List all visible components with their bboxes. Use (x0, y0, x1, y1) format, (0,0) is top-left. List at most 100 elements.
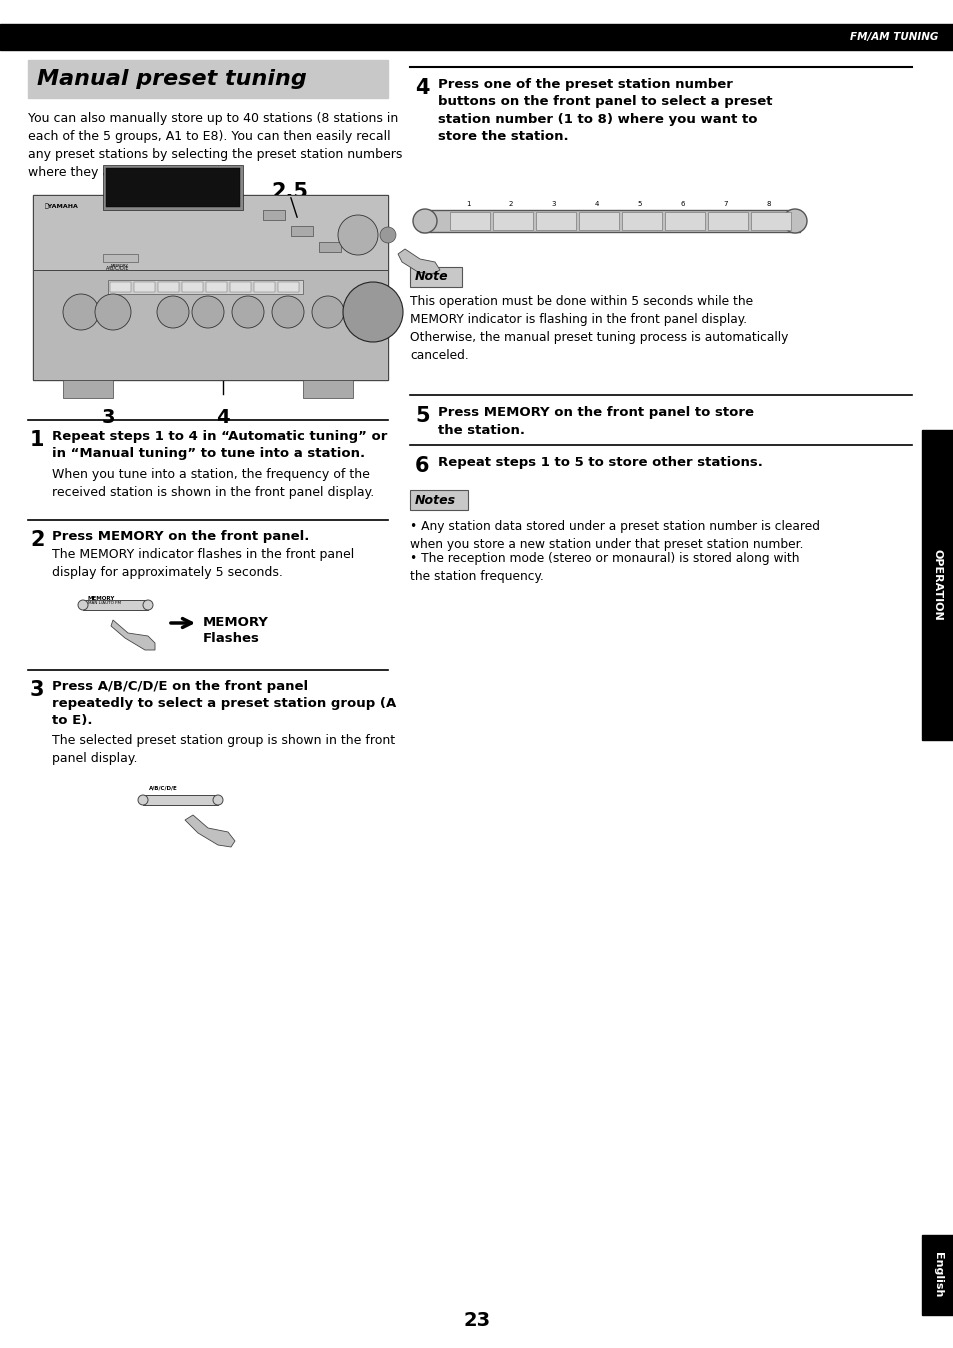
Bar (493, 212, 533, 231)
Bar (133, 282, 154, 293)
Text: 6: 6 (415, 456, 429, 476)
Text: When you tune into a station, the frequency of the
received station is shown in : When you tune into a station, the freque… (52, 468, 374, 499)
Bar (578, 212, 618, 231)
Bar (750, 212, 790, 231)
Text: The MEMORY indicator flashes in the front panel
display for approximately 5 seco: The MEMORY indicator flashes in the fron… (52, 549, 354, 580)
Text: 3: 3 (30, 679, 45, 700)
Text: English: English (932, 1252, 942, 1298)
Text: 6: 6 (680, 201, 684, 208)
Text: You can also manually store up to 40 stations (8 stations in
each of the 5 group: You can also manually store up to 40 sta… (28, 112, 402, 179)
Text: 4: 4 (216, 408, 230, 427)
Circle shape (782, 209, 806, 233)
Bar (664, 212, 704, 231)
Text: ⓄYAMAHA: ⓄYAMAHA (45, 204, 79, 209)
Bar (921, 430, 953, 740)
Bar (318, 243, 340, 252)
Text: FM/AM TUNING: FM/AM TUNING (849, 32, 937, 42)
Text: 2,5: 2,5 (272, 182, 308, 202)
Bar (108, 280, 303, 294)
Text: OPERATION: OPERATION (932, 549, 942, 621)
Bar (253, 282, 274, 293)
Text: 23: 23 (463, 1310, 490, 1329)
Text: MAN L/AUTO FM: MAN L/AUTO FM (88, 601, 121, 605)
Text: 1: 1 (465, 201, 470, 208)
Text: 4: 4 (415, 78, 429, 98)
Bar (707, 212, 747, 231)
Bar (410, 491, 468, 510)
Text: Repeat steps 1 to 4 in “Automatic tuning” or
in “Manual tuning” to tune into a s: Repeat steps 1 to 4 in “Automatic tuning… (52, 430, 387, 460)
Text: 3: 3 (551, 201, 556, 208)
Text: 7: 7 (723, 201, 727, 208)
Bar (103, 253, 138, 262)
Bar (291, 226, 313, 236)
Bar (450, 212, 490, 231)
Text: 5: 5 (415, 406, 429, 426)
Circle shape (95, 294, 131, 330)
Bar (33, 270, 388, 380)
Bar (143, 795, 218, 805)
Polygon shape (397, 249, 439, 274)
Circle shape (232, 297, 264, 328)
Polygon shape (111, 620, 154, 650)
Bar (83, 600, 148, 611)
Text: 3: 3 (101, 408, 114, 427)
Text: • The reception mode (stereo or monaural) is stored along with
the station frequ: • The reception mode (stereo or monaural… (410, 551, 799, 582)
Text: Press MEMORY on the front panel to store
the station.: Press MEMORY on the front panel to store… (437, 406, 753, 437)
Text: • Any station data stored under a preset station number is cleared
when you stor: • Any station data stored under a preset… (410, 520, 820, 551)
Circle shape (78, 600, 88, 611)
Text: Notes: Notes (415, 493, 456, 507)
Bar (206, 282, 227, 293)
Circle shape (312, 297, 344, 328)
Bar (33, 195, 388, 380)
Bar (158, 282, 179, 293)
Text: Press MEMORY on the front panel.: Press MEMORY on the front panel. (52, 530, 309, 543)
Bar (921, 1235, 953, 1316)
Circle shape (337, 214, 377, 255)
Circle shape (192, 297, 224, 328)
Text: MEMORY: MEMORY (111, 264, 129, 268)
Text: 5: 5 (638, 201, 641, 208)
Bar (182, 282, 203, 293)
Bar (63, 380, 112, 398)
Bar (33, 195, 388, 270)
Text: A/B/C/D/E: A/B/C/D/E (106, 266, 130, 270)
Text: Note: Note (415, 271, 448, 283)
Text: 4: 4 (594, 201, 598, 208)
Circle shape (213, 795, 223, 805)
Bar (103, 164, 243, 210)
Text: 2: 2 (508, 201, 513, 208)
Text: Manual preset tuning: Manual preset tuning (37, 69, 307, 89)
Bar (303, 380, 353, 398)
Circle shape (138, 795, 148, 805)
Circle shape (272, 297, 304, 328)
Text: 2: 2 (30, 530, 45, 550)
Text: Repeat steps 1 to 5 to store other stations.: Repeat steps 1 to 5 to store other stati… (437, 456, 762, 469)
Circle shape (143, 600, 152, 611)
Bar (263, 210, 285, 220)
Circle shape (63, 294, 99, 330)
Bar (621, 212, 661, 231)
Bar (536, 212, 576, 231)
Bar (277, 282, 298, 293)
Text: MEMORY
Flashes: MEMORY Flashes (203, 616, 269, 644)
Bar (419, 210, 800, 232)
Text: 1: 1 (30, 430, 45, 450)
Bar (410, 267, 461, 287)
Circle shape (379, 226, 395, 243)
Text: The selected preset station group is shown in the front
panel display.: The selected preset station group is sho… (52, 735, 395, 766)
Text: Press one of the preset station number
buttons on the front panel to select a pr: Press one of the preset station number b… (437, 78, 772, 143)
Text: Press A/B/C/D/E on the front panel
repeatedly to select a preset station group (: Press A/B/C/D/E on the front panel repea… (52, 679, 395, 727)
Circle shape (343, 282, 402, 342)
Text: This operation must be done within 5 seconds while the
MEMORY indicator is flash: This operation must be done within 5 sec… (410, 295, 787, 363)
Bar (106, 168, 240, 208)
Text: A/B/C/D/E: A/B/C/D/E (149, 785, 177, 790)
Polygon shape (185, 816, 234, 847)
Bar (110, 282, 131, 293)
Bar (230, 282, 251, 293)
Circle shape (413, 209, 436, 233)
Text: 8: 8 (766, 201, 770, 208)
Bar (28, 61, 388, 98)
Bar (0, 24, 953, 50)
Circle shape (157, 297, 189, 328)
Text: MEMORY: MEMORY (88, 596, 115, 601)
